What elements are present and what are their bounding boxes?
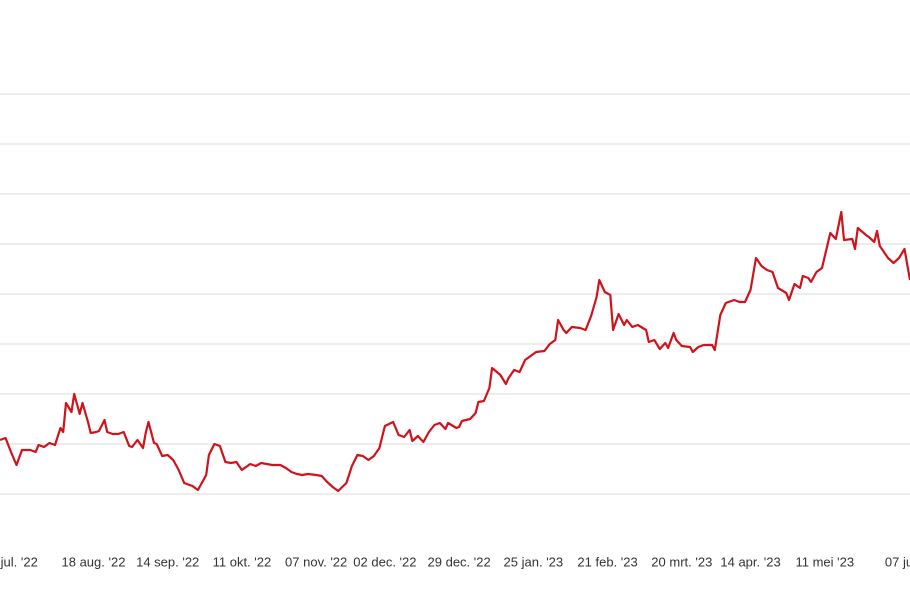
x-tick-label: 20 mrt. '23 bbox=[651, 554, 712, 569]
x-tick-label: 07 ju bbox=[885, 554, 910, 569]
x-tick-label: 11 okt. '22 bbox=[213, 554, 272, 569]
x-tick-label: 11 mei '23 bbox=[795, 554, 854, 569]
x-tick-label: 18 aug. '22 bbox=[62, 554, 126, 569]
line bbox=[0, 210, 910, 493]
x-tick-label: 07 nov. '22 bbox=[285, 554, 347, 569]
x-tick-label: jul. '22 bbox=[0, 554, 38, 569]
x-tick-label: 14 sep. '22 bbox=[136, 554, 199, 569]
x-tick-label: 21 feb. '23 bbox=[577, 554, 637, 569]
x-tick-label: 02 dec. '22 bbox=[353, 554, 416, 569]
x-tick-label: 29 dec. '22 bbox=[428, 554, 491, 569]
x-tick-label: 14 apr. '23 bbox=[720, 554, 780, 569]
x-tick-label: 25 jan. '23 bbox=[504, 554, 564, 569]
